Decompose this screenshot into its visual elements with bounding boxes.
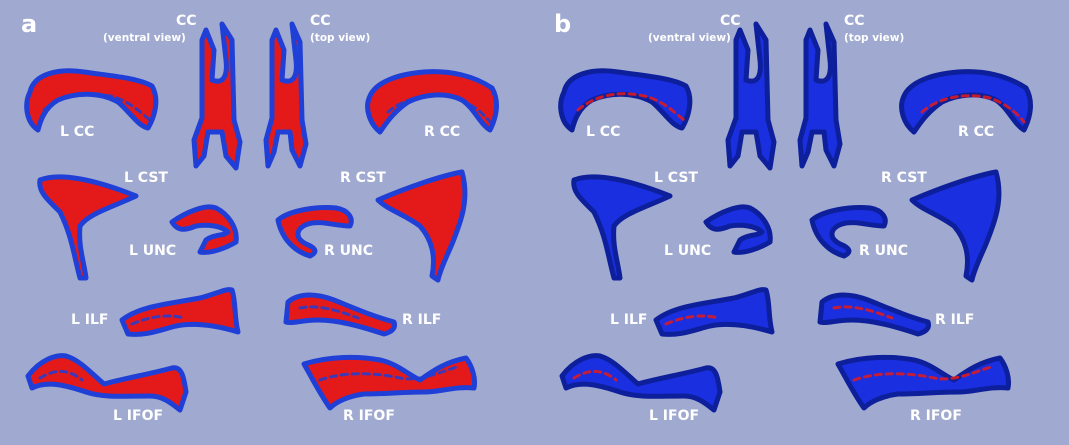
l-ilf-accent (130, 314, 186, 326)
r-cc-shape (365, 69, 499, 135)
l-cst-shape (571, 174, 673, 281)
panel-letter: a (21, 10, 38, 38)
label-r-ilf: R ILF (402, 312, 442, 328)
label-l-unc: L UNC (129, 243, 177, 259)
label-r-cc: R CC (958, 124, 995, 140)
r-ifof-accent (318, 364, 462, 382)
l-cst-shape (37, 174, 139, 281)
label-r-ifof: R IFOF (343, 408, 395, 424)
r-unc-shape (275, 205, 354, 259)
r-ilf-shape (817, 292, 931, 337)
cc-ventral-title: CC (720, 13, 741, 29)
r-cc-accent (920, 94, 1026, 124)
cc-top-shape (797, 21, 843, 169)
r-cst-shape (375, 169, 468, 283)
r-ilf-shape (283, 292, 397, 337)
cc-ventral-shape (191, 21, 243, 171)
l-unc-shape (169, 204, 239, 255)
label-r-unc: R UNC (324, 243, 374, 259)
l-ilf-shape (119, 287, 241, 337)
label-r-ifof: R IFOF (910, 408, 962, 424)
l-ifof-shape (559, 353, 723, 413)
label-l-ifof: L IFOF (113, 408, 164, 424)
cc-top-subtitle: (top view) (844, 32, 905, 44)
l-ifof-shape (25, 353, 189, 413)
r-ilf-accent (298, 305, 360, 320)
l-ifof-accent (572, 370, 618, 382)
l-ilf-shape (653, 287, 775, 337)
cc-top-subtitle: (top view) (310, 32, 371, 44)
label-l-cst: L CST (654, 170, 698, 186)
r-cc-accent (386, 94, 492, 124)
l-cc-shape (24, 68, 159, 133)
l-unc-shape (703, 204, 773, 255)
cc-ventral-title: CC (176, 13, 197, 29)
r-cst-shape (909, 169, 1002, 283)
label-r-cc: R CC (424, 124, 461, 140)
cc-ventral-subtitle: (ventral view) (648, 32, 731, 44)
r-ilf-accent (832, 305, 894, 320)
panel-b: b CC (ventral view) CC (top view) L CC R… (534, 0, 1068, 445)
l-cc-accent (576, 92, 686, 122)
r-cc-shape (899, 69, 1033, 135)
label-r-cst: R CST (340, 170, 386, 186)
cc-ventral-subtitle: (ventral view) (103, 32, 186, 44)
label-l-ilf: L ILF (71, 312, 109, 328)
label-r-cst: R CST (881, 170, 927, 186)
panel-a: a CC (ventral view) CC (top view) L CC R… (0, 0, 534, 445)
cc-top-title: CC (310, 13, 331, 29)
cc-top-shape (263, 21, 309, 169)
l-cc-accent (42, 92, 152, 122)
label-r-unc: R UNC (859, 243, 909, 259)
r-ifof-accent (852, 364, 996, 382)
cc-ventral-shape (725, 21, 777, 171)
label-l-ifof: L IFOF (649, 408, 700, 424)
l-ifof-accent (38, 370, 84, 382)
r-ifof-shape (835, 354, 1011, 411)
cc-top-title: CC (844, 13, 865, 29)
label-l-ilf: L ILF (610, 312, 648, 328)
panel-b-shapes (558, 21, 1033, 413)
label-l-cc: L CC (586, 124, 621, 140)
r-ifof-shape (301, 354, 477, 411)
label-l-cst: L CST (124, 170, 168, 186)
label-l-cc: L CC (60, 124, 95, 140)
panel-a-shapes (24, 21, 499, 413)
label-l-unc: L UNC (664, 243, 712, 259)
r-unc-shape (809, 205, 888, 259)
l-cc-shape (558, 68, 693, 133)
l-ilf-accent (664, 314, 720, 326)
panel-letter: b (554, 10, 572, 38)
label-r-ilf: R ILF (935, 312, 975, 328)
